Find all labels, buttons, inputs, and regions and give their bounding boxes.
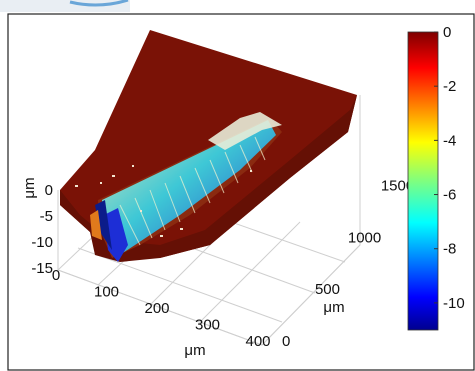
colorbar-tick-label: -4 <box>443 132 456 149</box>
z-tick-label: -10 <box>31 234 53 251</box>
y-tick-label: 1500 <box>381 178 414 195</box>
colorbar-tick-label: -6 <box>443 187 456 204</box>
y-tick-label: 0 <box>282 333 290 350</box>
plot-frame <box>7 13 475 371</box>
colorbar-tick-label: -10 <box>443 295 465 312</box>
z-tick-label: -5 <box>40 208 53 225</box>
groove-deep <box>104 208 128 262</box>
y-axis-label: μm <box>323 299 344 316</box>
top-decoration <box>0 0 130 12</box>
y-tick-label: 1000 <box>348 229 381 246</box>
z-tick-label: -15 <box>31 260 53 277</box>
y-tick-label: 500 <box>315 281 340 298</box>
x-tick-label: 0 <box>52 267 60 284</box>
groove-rim <box>208 112 282 150</box>
surface-speckles <box>75 165 252 237</box>
x-tick-label: 300 <box>195 317 220 334</box>
z-axis-label: μm <box>21 177 38 198</box>
x-tick-label: 200 <box>144 300 169 317</box>
y-axis-ticks: 0 500 1000 1500 <box>282 178 414 350</box>
groove-deep-2 <box>95 200 112 250</box>
groove-striations <box>119 136 266 246</box>
colorbar-tick-label: 0 <box>443 24 451 41</box>
z-axis-ticks: 0 -5 -10 -15 <box>31 182 53 277</box>
groove-side-orange <box>90 210 102 240</box>
surface-front-edge <box>60 95 357 262</box>
x-axis-ticks: 0 100 200 300 400 <box>52 267 271 350</box>
x-tick-label: 400 <box>245 333 270 350</box>
colorbar-tick-label: -8 <box>443 241 456 258</box>
x-axis-label: μm <box>184 342 205 359</box>
top-decoration-stripe <box>69 0 129 7</box>
colorbar-tick-label: -2 <box>443 78 456 95</box>
x-tick-label: 100 <box>94 284 119 301</box>
colorbar <box>407 31 439 331</box>
colorbar-ticks: 0 -2 -4 -6 -8 -10 <box>434 24 465 312</box>
z-tick-label: 0 <box>45 182 53 199</box>
